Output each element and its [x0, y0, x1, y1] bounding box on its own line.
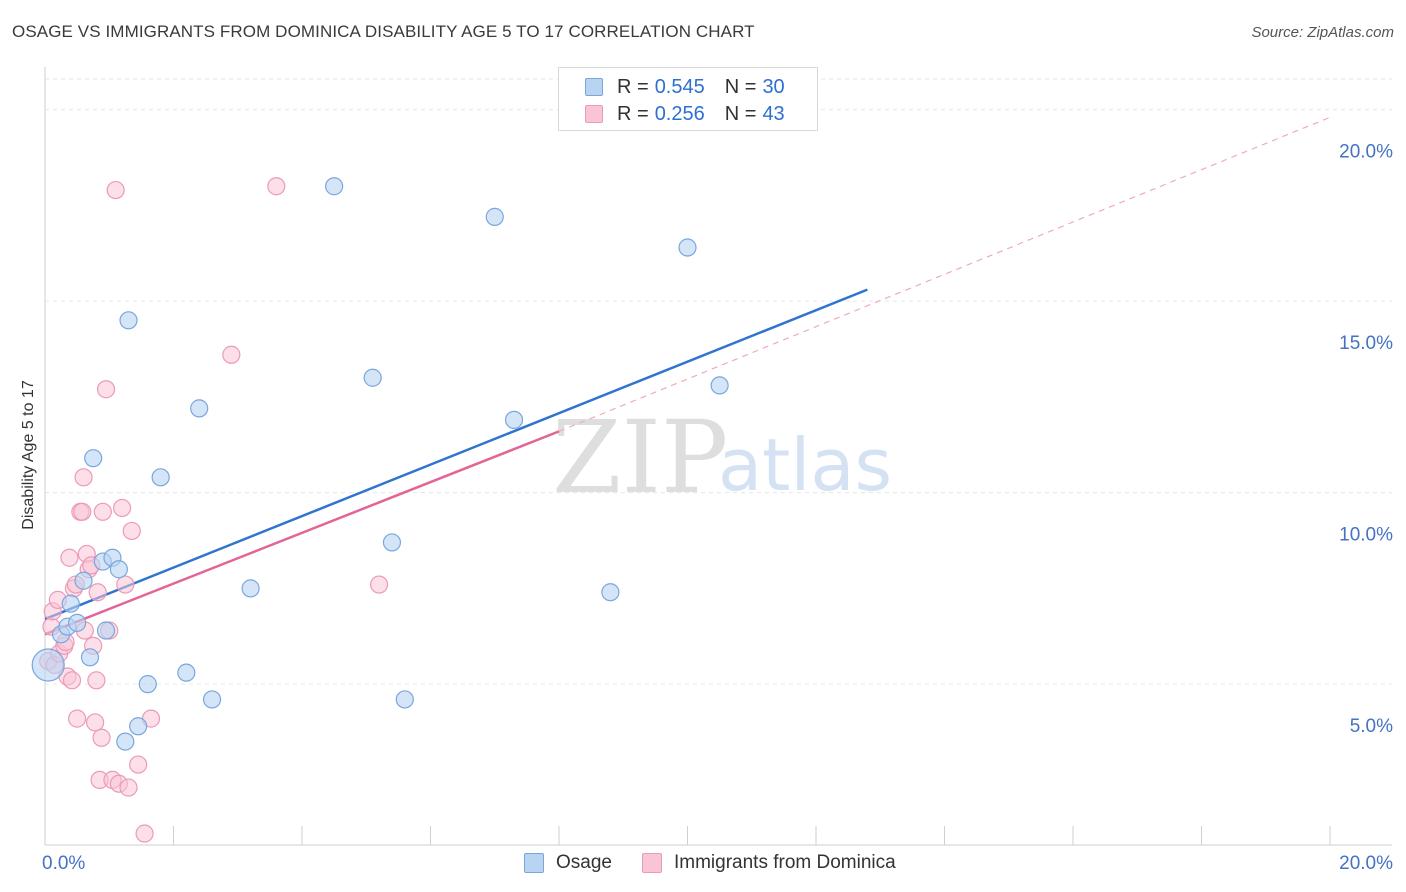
osage-point [74, 571, 93, 590]
osage-point [31, 648, 65, 682]
dominica-point [222, 345, 241, 364]
dominica-point [119, 778, 138, 797]
osage-point [485, 207, 504, 226]
dominica-r-value: 0.256 [654, 102, 705, 125]
dominica-swatch [585, 105, 603, 123]
dominica-point [106, 180, 125, 200]
dominica-point [62, 671, 82, 690]
y-tick-label: 5.0% [1350, 716, 1393, 737]
watermark-zip: ZIP [552, 399, 728, 516]
dominica-point [68, 709, 87, 728]
dominica-point [86, 713, 105, 732]
y-axis-title: Disability Age 5 to 17 [20, 380, 37, 530]
dominica-point [267, 177, 286, 196]
correlation-legend: R = 0.545 N = 30 R = 0.256 N = 43 [558, 67, 818, 131]
osage-point [129, 717, 148, 736]
source-label: Source: ZipAtlas.com [1251, 24, 1394, 41]
dominica-point [60, 548, 79, 567]
axes [44, 67, 1392, 846]
dominica-point [93, 502, 112, 521]
legend-item-osage[interactable]: Osage [524, 852, 612, 874]
osage-point [84, 449, 103, 468]
osage-point [678, 238, 697, 257]
dominica-point [74, 468, 93, 487]
osage-point [382, 533, 402, 552]
osage-swatch [585, 78, 603, 96]
r-label: R = [617, 75, 649, 98]
trend-lines [44, 116, 1331, 636]
osage-point [601, 583, 620, 602]
osage-point [119, 311, 138, 330]
dominica-n-value: 43 [762, 102, 785, 125]
x-tick-label-min: 0.0% [42, 853, 85, 874]
dominica-point [96, 380, 116, 399]
data-points [31, 177, 729, 843]
axis-labels: Disability Age 5 to 17 5.0% 10.0% 15.0% 20.… [20, 142, 1393, 874]
osage-point [363, 368, 382, 387]
osage-point [68, 613, 87, 632]
osage-point [116, 732, 135, 751]
osage-point [96, 621, 116, 640]
dominica-point [88, 583, 107, 602]
dominica-trend-line [44, 430, 560, 636]
r-label: R = [617, 102, 649, 125]
dominica-point [370, 575, 389, 594]
dominica-trend-extension [558, 116, 1331, 432]
osage-point [395, 690, 414, 709]
watermark-atlas: atlas [718, 423, 892, 507]
osage-point [504, 410, 524, 429]
watermark: ZIP atlas [552, 399, 892, 516]
osage-legend-label: Osage [556, 852, 612, 873]
osage-point [202, 690, 222, 709]
dominica-point [112, 498, 132, 518]
legend-row-osage: R = 0.545 N = 30 [585, 74, 805, 100]
osage-r-value: 0.545 [654, 75, 705, 98]
osage-legend-swatch [524, 853, 544, 873]
dominica-point [122, 521, 141, 541]
series-legend: Osage Immigrants from Dominica [524, 852, 926, 874]
osage-point [710, 376, 729, 395]
dominica-point [116, 575, 135, 594]
dominica-point [87, 671, 106, 690]
dominica-legend-swatch [641, 853, 662, 873]
chart-title: OSAGE VS IMMIGRANTS FROM DOMINICA DISABI… [12, 22, 755, 41]
osage-point [61, 594, 80, 613]
dominica-legend-label: Immigrants from Dominica [673, 852, 896, 873]
osage-point [138, 675, 157, 694]
dominica-point [73, 502, 92, 521]
dominica-point [135, 824, 154, 843]
n-label: N = [724, 102, 757, 125]
y-tick-label: 20.0% [1339, 142, 1393, 163]
osage-point [151, 468, 170, 487]
osage-point [325, 177, 344, 196]
dominica-point [129, 755, 148, 774]
osage-n-value: 30 [762, 75, 785, 98]
dominica-point [92, 728, 111, 747]
n-label: N = [724, 75, 757, 98]
osage-point [241, 579, 260, 598]
legend-row-dominica: R = 0.256 N = 43 [585, 101, 805, 127]
osage-point [190, 399, 209, 418]
osage-point [80, 648, 100, 667]
x-tick-label-max: 20.0% [1339, 853, 1393, 874]
legend-item-dominica[interactable]: Immigrants from Dominica [641, 852, 896, 874]
osage-point [109, 560, 128, 579]
osage-point [177, 663, 196, 682]
y-tick-label: 15.0% [1339, 333, 1393, 354]
osage-trend-line [44, 288, 868, 621]
y-tick-label: 10.0% [1339, 525, 1393, 546]
